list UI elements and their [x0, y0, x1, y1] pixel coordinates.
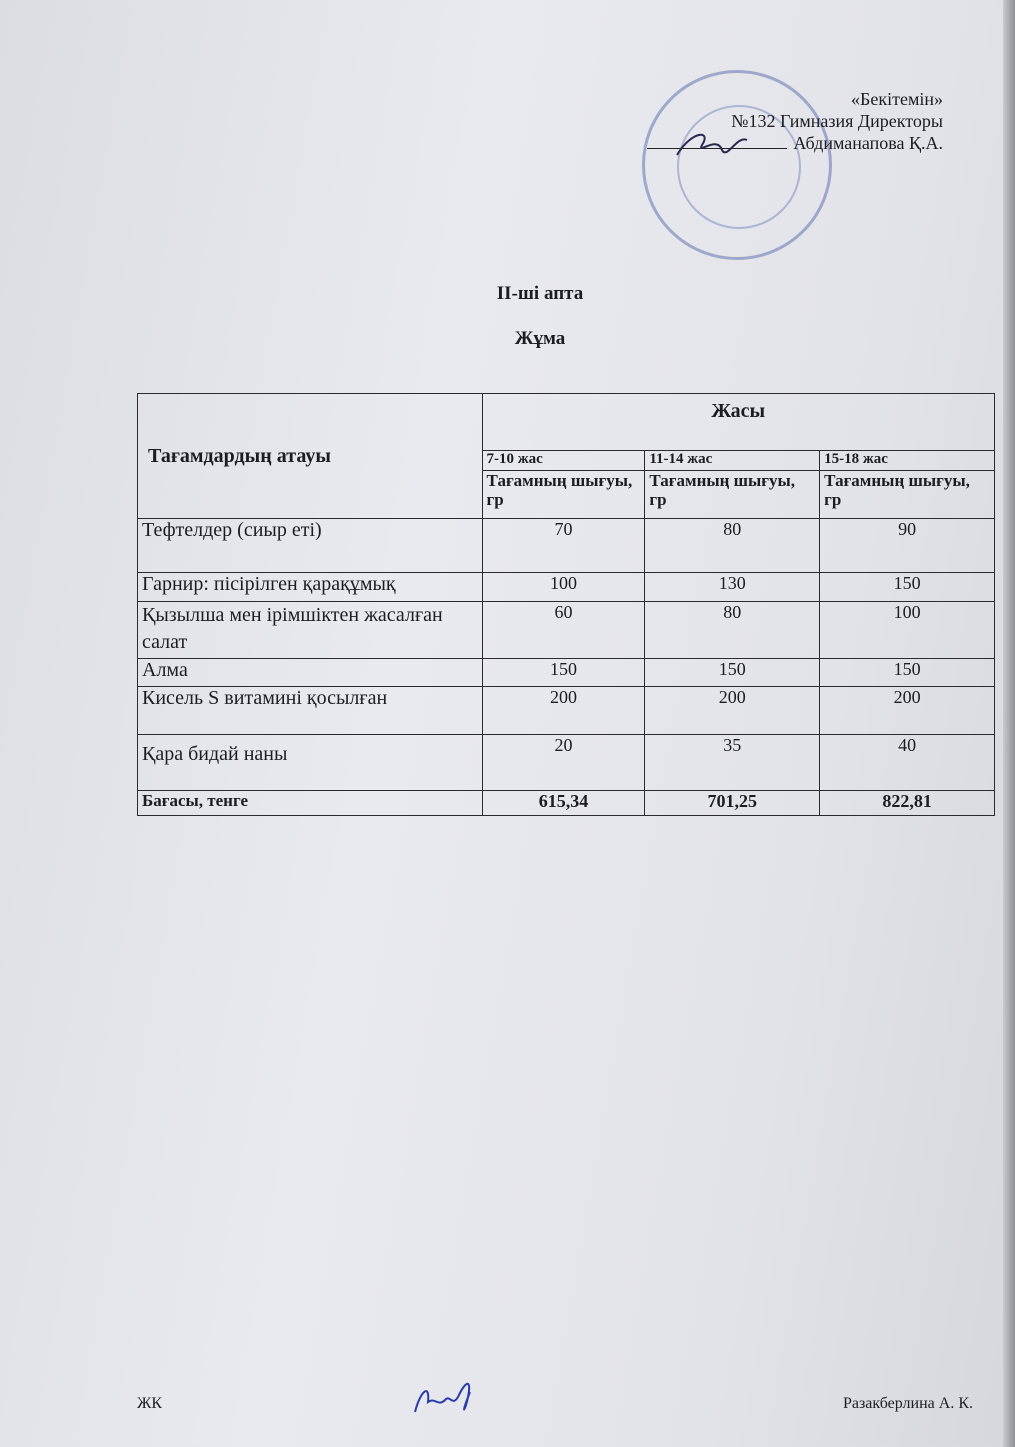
- portion-value: 150: [819, 658, 995, 687]
- output-label: Тағамның шығуы, гр: [644, 470, 821, 519]
- dish-name: Қара бидай наны: [137, 734, 483, 791]
- dish-name: Қызылша мен ірімшіктен жасалған салат: [137, 601, 483, 659]
- portion-value: 150: [481, 658, 646, 687]
- price-value: 701,25: [644, 790, 821, 816]
- approval-line1: «Бекітемін»: [851, 89, 943, 109]
- price-value: 615,34: [481, 790, 646, 816]
- paper-edge: [1003, 0, 1015, 1447]
- dish-name: Тефтелдер (сиыр еті): [137, 518, 483, 573]
- portion-value: 35: [644, 734, 821, 791]
- handwritten-signature: [414, 1382, 471, 1413]
- portion-value: 60: [481, 601, 646, 659]
- portion-value: 130: [644, 572, 821, 602]
- portion-value: 100: [819, 601, 995, 659]
- portion-value: 100: [481, 572, 646, 602]
- approval-line2: №132 Гимназия Директоры: [731, 111, 943, 131]
- portion-value: 70: [481, 518, 646, 573]
- week-title: ІІ-ші апта: [496, 283, 584, 304]
- portion-value: 200: [481, 686, 646, 735]
- footer-left: ЖК: [137, 1395, 163, 1412]
- portion-value: 200: [644, 686, 821, 735]
- dish-name: Алма: [137, 658, 483, 687]
- portion-value: 20: [481, 734, 646, 791]
- table-row: Кисель S витамині қосылған 200 200 200: [137, 686, 995, 735]
- approval-line3: Абдиманапова Қ.А.: [793, 133, 943, 153]
- table-row: Қызылша мен ірімшіктен жасалған салат 60…: [137, 601, 995, 659]
- director-signature: [676, 133, 748, 156]
- price-label: Бағасы, тенге: [137, 790, 483, 816]
- age-header: Жасы: [481, 393, 996, 451]
- table-row: Гарнир: пісірілген қарақұмық 100 130 150: [137, 572, 995, 602]
- portion-value: 200: [819, 686, 995, 735]
- menu-table: Тағамдардың атауы Жасы 7-10 жас 11-14 жа…: [137, 393, 996, 816]
- portion-value: 80: [644, 601, 821, 659]
- approval-block: «Бекітемін» №132 Гимназия Директоры Абди…: [647, 88, 943, 154]
- output-label: Тағамның шығуы, гр: [481, 470, 646, 519]
- age-group: 11-14 жас: [644, 450, 821, 471]
- portion-value: 150: [819, 572, 995, 602]
- price-row: Бағасы, тенге 615,34 701,25 822,81: [137, 790, 995, 816]
- age-group: 7-10 жас: [481, 450, 646, 471]
- portion-value: 90: [819, 518, 995, 573]
- table-row: Тефтелдер (сиыр еті) 70 80 90: [137, 518, 995, 573]
- footer-right: Разакберлина А. К.: [842, 1395, 973, 1412]
- age-group: 15-18 жас: [819, 450, 995, 471]
- official-stamp: [642, 70, 832, 260]
- signature-line: [647, 132, 788, 149]
- table-row: Алма 150 150 150: [137, 658, 995, 687]
- name-header: Тағамдардың атауы: [137, 393, 483, 519]
- dish-name: Гарнир: пісірілген қарақұмық: [137, 572, 483, 602]
- day-title: Жұма: [514, 328, 566, 349]
- portion-value: 40: [819, 734, 995, 791]
- price-value: 822,81: [819, 790, 995, 816]
- portion-value: 150: [644, 658, 821, 687]
- output-label: Тағамның шығуы, гр: [819, 470, 995, 519]
- dish-name: Кисель S витамині қосылған: [137, 686, 483, 735]
- table-row: Қара бидай наны 20 35 40: [137, 734, 995, 791]
- approval-signature-row: Абдиманапова Қ.А.: [647, 132, 943, 154]
- portion-value: 80: [644, 518, 821, 573]
